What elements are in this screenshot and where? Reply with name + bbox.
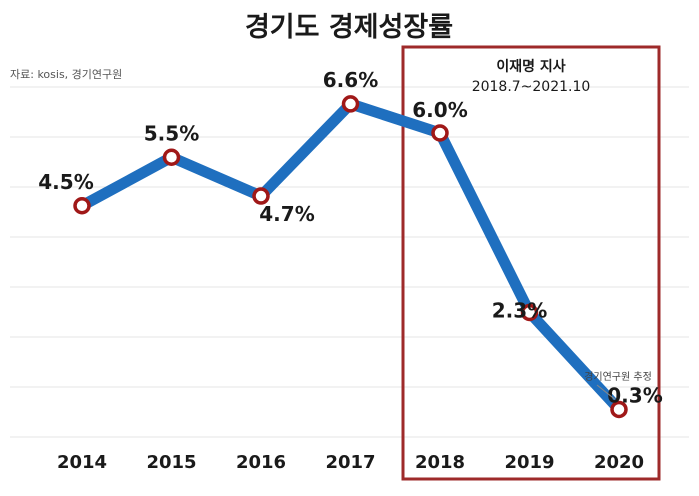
- x-tick-2014: 2014: [57, 452, 107, 473]
- data-label-2014: 4.5%: [38, 170, 93, 194]
- series-line: [76, 98, 625, 415]
- data-point-2020: [610, 400, 628, 419]
- x-tick-2015: 2015: [146, 452, 196, 473]
- data-label-2020: 0.3%: [607, 383, 662, 407]
- data-label-2016: 4.7%: [259, 202, 314, 226]
- annotation-leader: [596, 384, 616, 400]
- x-axis-ticks: 2014 2015 2016 2017 2018 2019 2020: [57, 452, 644, 473]
- series-line-group: [73, 95, 628, 419]
- data-label-2017: 6.6%: [323, 68, 378, 92]
- data-point-2019: [520, 303, 539, 322]
- data-point-2014: [73, 197, 91, 215]
- governor-term-highlight: 이재명 지사 2018.7~2021.10: [401, 45, 661, 481]
- gridlines: [10, 86, 689, 438]
- data-labels: 4.5% 5.5% 4.7% 6.6% 6.0% 2.3% 0.3%: [38, 68, 662, 408]
- chart-title: 경기도 경제성장률: [245, 12, 453, 43]
- data-label-2018: 6.0%: [412, 98, 467, 122]
- data-point-2018: [431, 124, 449, 142]
- annotation-group: 경기연구원 추정: [584, 370, 652, 400]
- x-tick-2018: 2018: [415, 452, 465, 473]
- data-point-2016: [252, 187, 270, 205]
- highlight-box: [401, 45, 661, 481]
- source-note: 자료: kosis, 경기연구원: [10, 68, 122, 81]
- annotation-text: 경기연구원 추정: [584, 370, 652, 383]
- x-tick-2020: 2020: [594, 452, 644, 473]
- highlight-period: 2018.7~2021.10: [472, 79, 591, 95]
- x-tick-2017: 2017: [325, 452, 375, 473]
- x-tick-2019: 2019: [504, 452, 554, 473]
- data-point-2017: [341, 95, 360, 113]
- highlight-title: 이재명 지사: [496, 58, 565, 75]
- x-tick-2016: 2016: [236, 452, 286, 473]
- data-label-2019: 2.3%: [492, 298, 547, 322]
- data-point-2015: [162, 148, 181, 166]
- data-label-2015: 5.5%: [144, 121, 199, 145]
